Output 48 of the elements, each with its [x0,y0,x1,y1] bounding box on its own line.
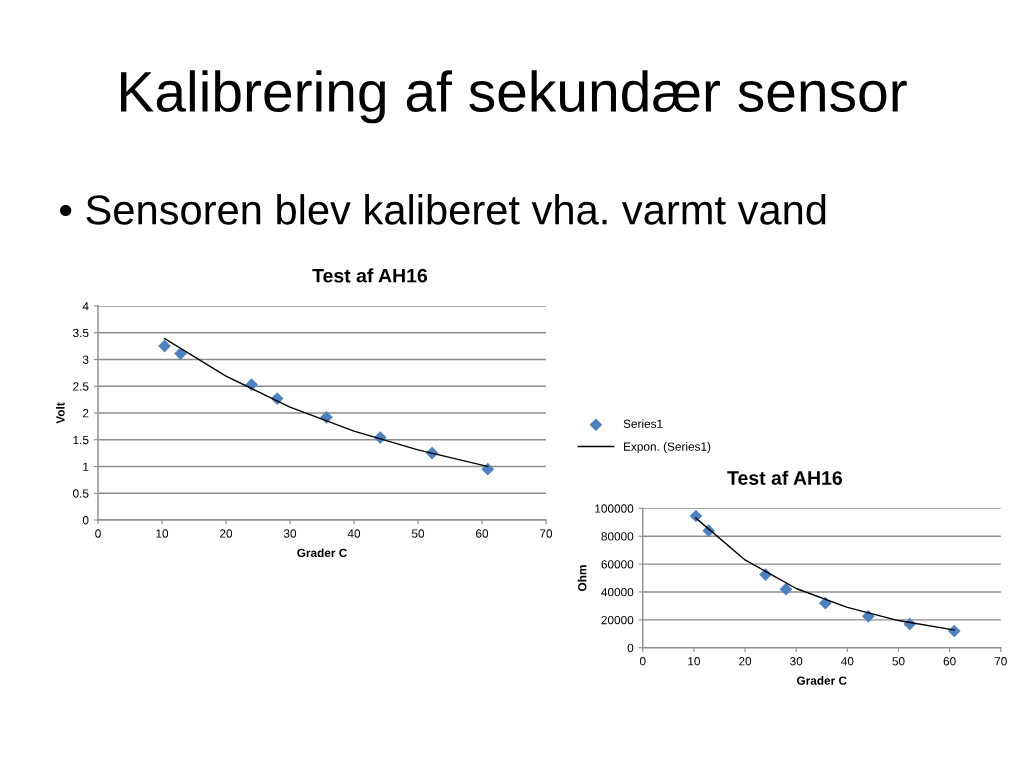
y-tick-label: 60000 [601,560,634,569]
y-tick-label: 3 [82,355,89,364]
point [947,624,961,638]
y-tick-label: 2.5 [73,382,89,391]
y-axis-title: Volt [56,402,65,424]
x-tick-label: 70 [994,657,1007,666]
x-tick-label: 10 [156,529,169,538]
x-tick-label: 0 [95,529,101,538]
x-axis-title: Grader C [297,548,347,558]
point [689,509,703,523]
x-tick-label: 30 [283,529,297,538]
y-tick-label: 100000 [595,504,634,513]
x-tick-label: 50 [892,657,905,666]
y-tick-label: 0 [82,516,89,525]
x-tick-label: 60 [943,657,956,666]
point [481,462,495,476]
y-tick-label: 3.5 [73,328,89,338]
x-tick-label: 40 [347,529,361,538]
point [861,610,875,623]
y-tick-label: 1.5 [73,435,89,445]
x-tick-label: 20 [220,529,233,538]
point [174,347,187,360]
y-tick-label: 1 [83,462,89,471]
x-tick-label: 30 [790,657,803,666]
x-tick-label: 60 [476,529,489,538]
chart-title: Test af AH16 [312,268,428,283]
y-tick-label: 40000 [601,588,634,597]
x-tick-label: 40 [841,657,854,666]
y-tick-label: 80000 [601,532,634,541]
x-tick-label: 0 [639,657,646,666]
y-tick-label: 20000 [601,615,634,625]
point [158,339,171,353]
y-tick-label: 4 [82,302,89,311]
x-tick-label: 20 [739,657,752,666]
y-tick-label: 0.5 [73,489,89,498]
x-axis-title: Grader C [796,676,847,685]
point [779,582,793,596]
x-tick-label: 10 [688,657,701,666]
x-tick-label: 50 [411,529,425,538]
chart-title: Test af AH16 [727,470,842,485]
y-tick-label: 0 [627,643,634,653]
text: • Sensoren blev kaliberet vha. varmt vand [60,194,826,225]
legend-label: Expon. (Series1) [624,442,711,454]
x-tick-label: 70 [540,529,553,538]
y-tick-label: 2 [83,409,89,418]
legend-label: Series1 [623,419,663,428]
text: Kalibrering af sekundær sensor [121,70,907,124]
y-axis-title: Ohm [577,565,587,591]
